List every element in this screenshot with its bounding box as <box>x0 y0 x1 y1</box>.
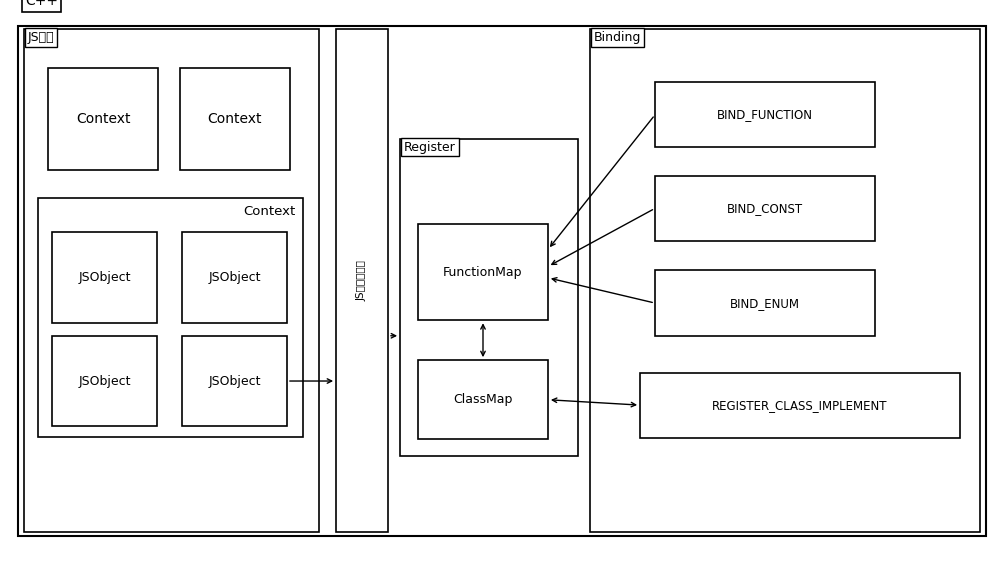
Text: BIND_CONST: BIND_CONST <box>727 202 803 215</box>
Text: JSObject: JSObject <box>78 272 131 284</box>
Text: REGISTER_CLASS_IMPLEMENT: REGISTER_CLASS_IMPLEMENT <box>712 399 888 412</box>
Bar <box>400 139 578 456</box>
Text: JS引擎接口口: JS引擎接口口 <box>357 260 367 301</box>
Text: C++: C++ <box>25 0 58 8</box>
Text: JSObject: JSObject <box>78 375 131 387</box>
Bar <box>590 29 980 532</box>
Bar <box>52 232 157 323</box>
Text: FunctionMap: FunctionMap <box>443 266 523 278</box>
Bar <box>182 232 287 323</box>
Bar <box>182 336 287 426</box>
Bar <box>655 270 875 336</box>
Text: ClassMap: ClassMap <box>453 393 513 406</box>
Text: JSObject: JSObject <box>208 375 261 387</box>
Text: BIND_ENUM: BIND_ENUM <box>730 297 800 310</box>
Bar <box>336 29 388 532</box>
Text: Binding: Binding <box>594 31 641 44</box>
Bar <box>24 29 319 532</box>
Text: Context: Context <box>243 205 295 218</box>
Bar <box>418 224 548 320</box>
Bar <box>655 82 875 147</box>
Text: JSObject: JSObject <box>208 272 261 284</box>
Bar <box>38 198 303 437</box>
Text: Context: Context <box>76 112 130 126</box>
Bar <box>418 360 548 439</box>
Bar <box>48 68 158 170</box>
Text: BIND_FUNCTION: BIND_FUNCTION <box>717 108 813 121</box>
Bar <box>52 336 157 426</box>
Bar <box>655 176 875 241</box>
Bar <box>180 68 290 170</box>
Text: Context: Context <box>208 112 262 126</box>
Bar <box>640 373 960 438</box>
Text: Register: Register <box>404 141 456 154</box>
Text: JS引擎: JS引擎 <box>28 31 55 44</box>
